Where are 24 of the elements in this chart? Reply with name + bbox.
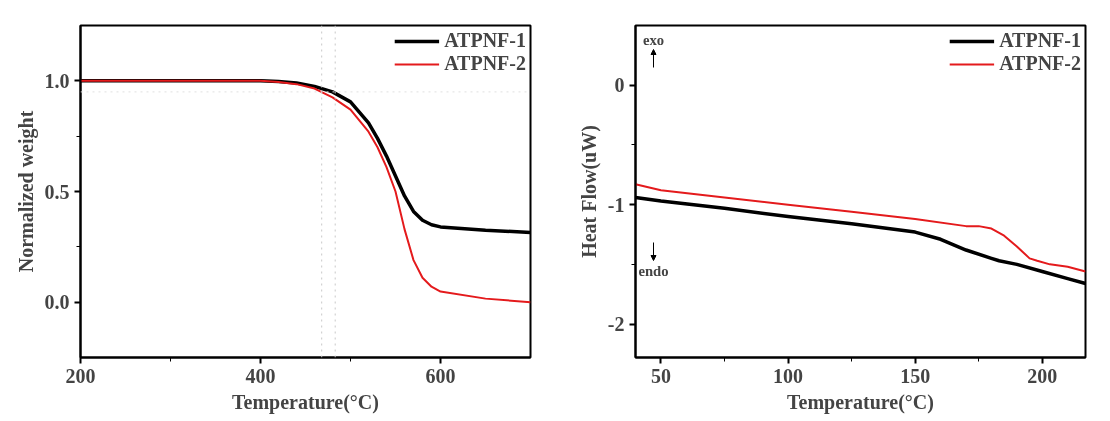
legend-label: ATPNF-1 (444, 29, 526, 52)
y-tick-label: 0.5 (44, 180, 70, 203)
y-tick-label: 0 (614, 74, 625, 97)
y-tick-label: -1 (607, 193, 625, 216)
x-tick-label: 200 (1027, 364, 1058, 387)
y-tick-label: -2 (607, 313, 625, 336)
legend-label: ATPNF-2 (999, 52, 1081, 75)
line-series (80, 79, 531, 304)
x-tick-label: 100 (773, 364, 804, 387)
x-axis-title: Temperature(°C) (787, 390, 934, 414)
y-tick-label: 0.0 (44, 291, 70, 314)
y-axis-title: Heat Flow(uW) (577, 125, 601, 258)
legend-label: ATPNF-2 (444, 52, 526, 75)
x-tick-label: 200 (65, 364, 96, 387)
annotation: endo (638, 262, 669, 279)
legend-label: ATPNF-1 (999, 29, 1081, 52)
x-tick-label: 150 (900, 364, 931, 387)
x-axis-title: Temperature(°C) (232, 390, 379, 414)
y-tick-label: 1.0 (44, 69, 70, 92)
x-tick-label: 50 (650, 364, 671, 387)
x-tick-label: 600 (425, 364, 456, 387)
x-tick-label: 400 (245, 364, 276, 387)
y-axis-title: Normalized weight (14, 110, 38, 273)
annotation: exo (642, 31, 665, 48)
